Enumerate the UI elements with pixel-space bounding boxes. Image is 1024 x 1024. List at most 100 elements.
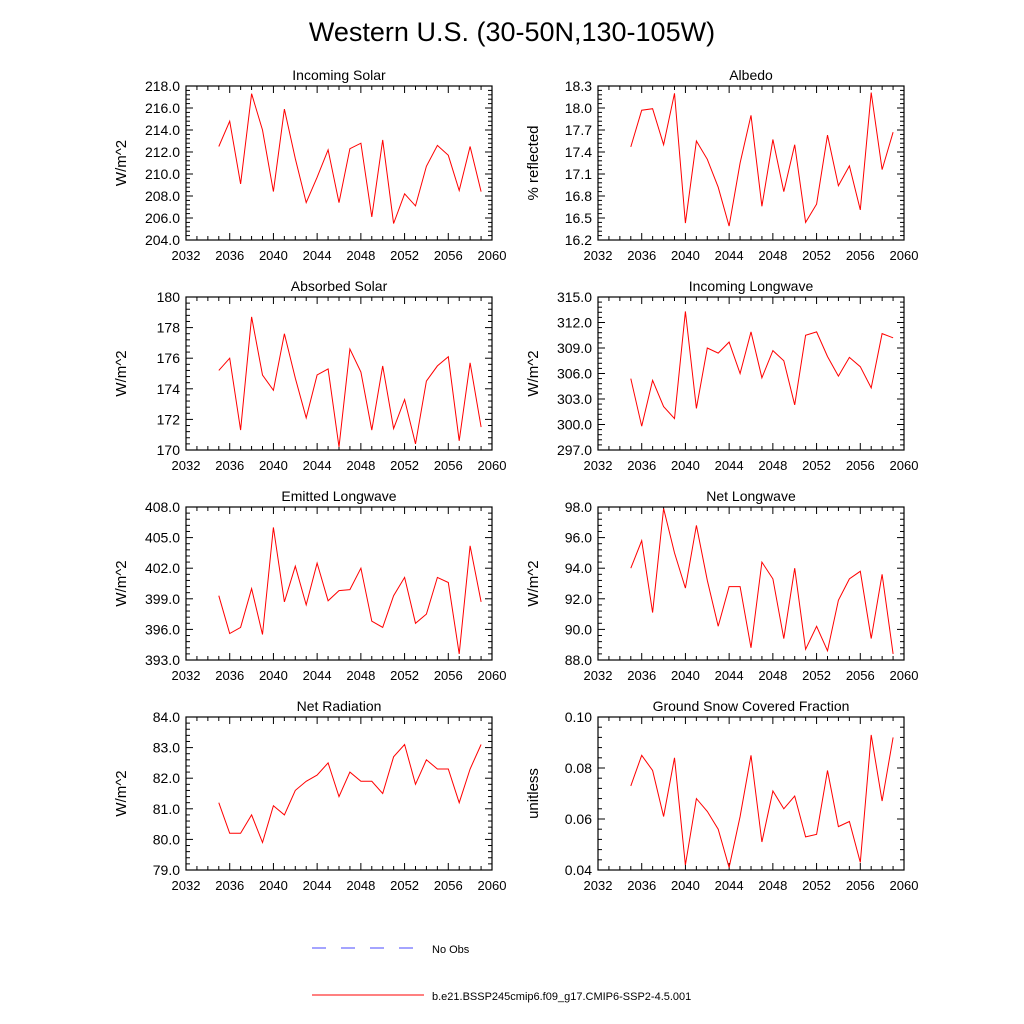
x-tick-label: 2048 (758, 878, 787, 893)
x-tick-label: 2056 (846, 878, 875, 893)
y-tick-label: 79.0 (153, 862, 180, 878)
figure-title: Western U.S. (30-50N,130-105W) (309, 17, 715, 47)
net-longwave-panel: Net Longwave W/m^2 2032 2036 2040 2044 2048 205… (525, 488, 918, 683)
y-tick-label: 204.0 (145, 232, 180, 248)
net-radiation-panel: Net Radiation W/m^2 2032 2036 2040 2044 2048 20… (113, 698, 506, 893)
y-tick-label: 0.04 (565, 862, 592, 878)
incoming-solar-title: Incoming Solar (292, 67, 386, 83)
y-tick-label: 216.0 (145, 100, 180, 116)
x-tick-label: 2060 (478, 668, 507, 683)
emitted-longwave-title: Emitted Longwave (281, 488, 396, 504)
x-tick-label: 2048 (758, 668, 787, 683)
net-longwave-frame (597, 506, 905, 661)
incoming-solar-frame (185, 85, 493, 241)
x-tick-label: 2032 (584, 248, 613, 263)
x-tick-label: 2036 (627, 878, 656, 893)
x-tick-label: 2036 (627, 668, 656, 683)
x-tick-label: 2048 (758, 458, 787, 473)
y-tick-label: 303.0 (557, 391, 592, 407)
albedo-panel: Albedo % reflected 2032 2036 2040 2044 2048 205… (525, 67, 918, 263)
emitted-longwave-ylabel: W/m^2 (113, 560, 130, 606)
legend-obs-label: No Obs (432, 944, 470, 956)
x-tick-label: 2032 (172, 248, 201, 263)
y-tick-label: 81.0 (153, 801, 180, 817)
emitted-longwave-series-line (218, 527, 482, 654)
x-tick-label: 2052 (390, 878, 419, 893)
x-tick-label: 2056 (434, 878, 463, 893)
y-tick-label: 170 (157, 442, 181, 458)
x-tick-label: 2060 (890, 878, 919, 893)
y-tick-label: 174 (157, 381, 181, 397)
y-tick-label: 399.0 (145, 591, 180, 607)
y-tick-label: 84.0 (153, 709, 180, 725)
y-tick-label: 206.0 (145, 210, 180, 226)
y-tick-label: 82.0 (153, 770, 180, 786)
x-tick-label: 2048 (346, 668, 375, 683)
x-tick-label: 2048 (758, 248, 787, 263)
ground-snow-covered-fraction-frame (597, 716, 905, 871)
x-tick-label: 2032 (172, 458, 201, 473)
y-tick-label: 0.06 (565, 811, 592, 827)
net-radiation-frame (185, 716, 493, 871)
y-tick-label: 218.0 (145, 78, 180, 94)
net-longwave-title: Net Longwave (706, 488, 796, 504)
incoming-solar-series-line (218, 93, 482, 224)
x-tick-label: 2044 (303, 668, 332, 683)
x-tick-label: 2048 (346, 248, 375, 263)
y-tick-label: 16.5 (565, 210, 592, 226)
ground-snow-covered-fraction-series-line (630, 734, 894, 868)
incoming-solar-ylabel: W/m^2 (113, 140, 130, 186)
net-radiation-series-line (218, 743, 482, 845)
incoming-solar-panel: Incoming Solar W/m^2 2032 2036 2040 2044 2048 2… (113, 67, 506, 263)
x-tick-label: 2040 (259, 878, 288, 893)
emitted-longwave-frame (185, 506, 493, 661)
y-tick-label: 17.7 (565, 122, 592, 138)
x-tick-label: 2060 (890, 458, 919, 473)
x-tick-label: 2036 (627, 248, 656, 263)
y-tick-label: 16.8 (565, 188, 592, 204)
y-tick-label: 172 (157, 411, 181, 427)
x-tick-label: 2040 (671, 668, 700, 683)
x-tick-label: 2040 (671, 248, 700, 263)
y-tick-label: 315.0 (557, 289, 592, 305)
net-radiation-ylabel: W/m^2 (113, 770, 130, 816)
x-tick-label: 2040 (259, 248, 288, 263)
absorbed-solar-series-line (218, 316, 482, 447)
y-tick-label: 214.0 (145, 122, 180, 138)
y-tick-label: 83.0 (153, 740, 180, 756)
ground-snow-covered-fraction-title: Ground Snow Covered Fraction (653, 698, 850, 714)
absorbed-solar-title: Absorbed Solar (291, 278, 388, 294)
y-tick-label: 178 (157, 320, 181, 336)
x-tick-label: 2040 (671, 458, 700, 473)
x-tick-label: 2036 (215, 458, 244, 473)
x-tick-label: 2044 (303, 248, 332, 263)
incoming-longwave-frame (597, 296, 905, 451)
x-tick-label: 2032 (172, 668, 201, 683)
x-tick-label: 2044 (303, 458, 332, 473)
y-tick-label: 80.0 (153, 831, 180, 847)
ground-snow-covered-fraction-ylabel: unitless (525, 768, 542, 819)
x-tick-label: 2060 (478, 248, 507, 263)
x-tick-label: 2032 (584, 458, 613, 473)
x-tick-label: 2060 (890, 668, 919, 683)
y-tick-label: 92.0 (565, 591, 592, 607)
incoming-longwave-ylabel: W/m^2 (525, 350, 542, 396)
x-tick-label: 2036 (215, 668, 244, 683)
y-tick-label: 0.10 (565, 709, 592, 725)
y-tick-label: 18.0 (565, 100, 592, 116)
incoming-longwave-panel: Incoming Longwave W/m^2 2032 2036 2040 2044 20… (525, 278, 918, 473)
y-tick-label: 180 (157, 289, 181, 305)
y-tick-label: 210.0 (145, 166, 180, 182)
y-tick-label: 306.0 (557, 366, 592, 382)
x-tick-label: 2052 (390, 668, 419, 683)
x-tick-label: 2052 (802, 668, 831, 683)
y-tick-label: 94.0 (565, 560, 592, 576)
x-tick-label: 2060 (478, 878, 507, 893)
x-tick-label: 2032 (584, 668, 613, 683)
ground-snow-covered-fraction-panel: Ground Snow Covered Fraction unitless 2032… (525, 698, 918, 893)
x-tick-label: 2052 (802, 458, 831, 473)
y-tick-label: 393.0 (145, 652, 180, 668)
albedo-title: Albedo (729, 67, 773, 83)
y-tick-label: 17.4 (565, 144, 592, 160)
x-tick-label: 2036 (215, 248, 244, 263)
